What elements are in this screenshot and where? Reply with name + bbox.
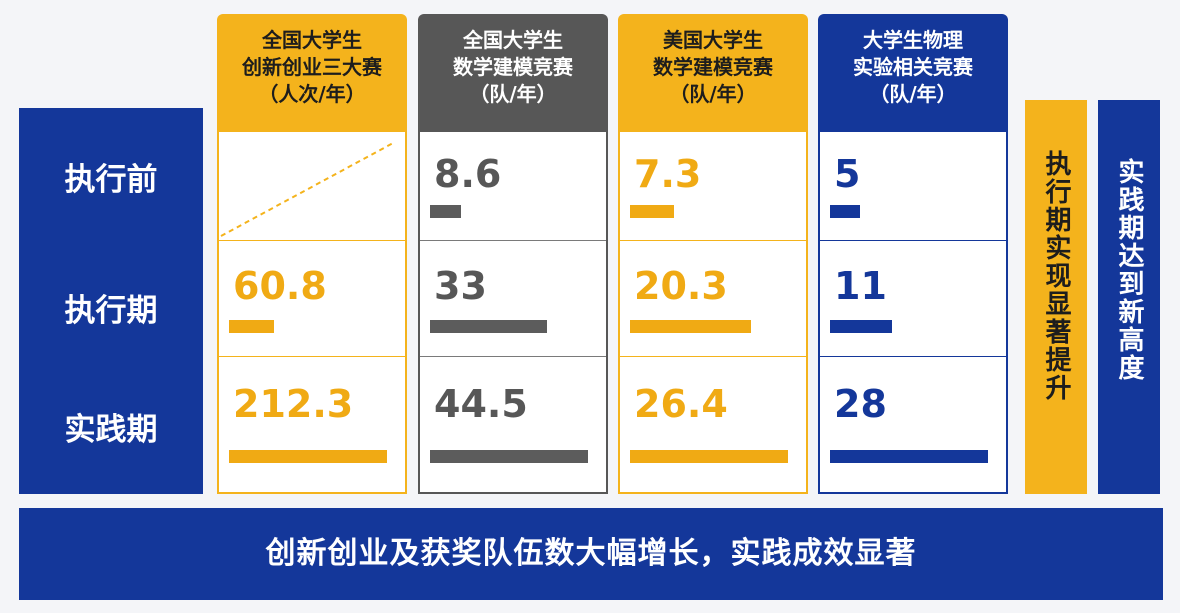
row-divider	[620, 240, 806, 241]
bar	[430, 205, 461, 218]
bar	[630, 450, 788, 463]
column-header-line: 全国大学生	[262, 28, 362, 52]
row-label-practice: 实践期	[64, 412, 158, 448]
column-2: 美国大学生数学建模竞赛 （队/年） 7.3 20.3 26.4	[618, 14, 808, 494]
column-header-line: （人次/年）	[258, 82, 366, 106]
column-header-line: 美国大学生	[663, 28, 763, 52]
column-header-line: 创新创业三大赛	[242, 55, 382, 79]
data-label: 26.4	[634, 382, 728, 426]
data-label: 44.5	[434, 382, 528, 426]
column-body: 60.8 212.3	[217, 132, 407, 494]
row-divider	[420, 356, 606, 357]
column-header-line: 全国大学生	[463, 28, 563, 52]
column-body: 8.6 33 44.5	[418, 132, 608, 494]
row-divider	[420, 240, 606, 241]
bar	[229, 450, 387, 463]
row-divider	[219, 356, 405, 357]
column-0: 全国大学生创新创业三大赛 （人次/年） 60.8 212.3	[217, 14, 407, 494]
column-header-line: （队/年）	[869, 82, 957, 106]
row-divider	[820, 356, 1006, 357]
data-label: 11	[834, 264, 887, 308]
column-header-line: （队/年）	[469, 82, 557, 106]
data-label: 5	[834, 152, 861, 196]
column-1: 全国大学生数学建模竞赛 （队/年） 8.6 33 44.5	[418, 14, 608, 494]
data-label: 60.8	[233, 264, 327, 308]
data-label: 33	[434, 264, 487, 308]
row-divider	[219, 240, 405, 241]
side-note-practice: 实践期达到新高度	[1098, 100, 1160, 494]
bar	[430, 320, 547, 333]
row-label-execution: 执行期	[64, 293, 158, 329]
data-label: 20.3	[634, 264, 728, 308]
side-note-execution: 执行期实现显著提升	[1025, 100, 1087, 494]
data-label: 28	[834, 382, 887, 426]
column-header: 大学生物理实验相关竞赛 （队/年）	[818, 14, 1008, 132]
row-divider	[620, 356, 806, 357]
column-body: 5 11 28	[818, 132, 1008, 494]
column-header: 全国大学生数学建模竞赛 （队/年）	[418, 14, 608, 132]
row-labels: 执行前 执行期 实践期	[19, 108, 203, 494]
column-header-line: 数学建模竞赛	[453, 55, 573, 79]
side-note-practice-text: 实践期达到新高度	[1114, 158, 1144, 382]
bar	[830, 450, 988, 463]
data-label: 7.3	[634, 152, 702, 196]
column-body: 7.3 20.3 26.4	[618, 132, 808, 494]
column-header-line: 数学建模竞赛	[653, 55, 773, 79]
footer-banner: 创新创业及获奖队伍数大幅增长，实践成效显著	[19, 508, 1163, 600]
column-header: 全国大学生创新创业三大赛 （人次/年）	[217, 14, 407, 132]
bar	[630, 205, 674, 218]
column-3: 大学生物理实验相关竞赛 （队/年） 5 11 28	[818, 14, 1008, 494]
column-header-line: 实验相关竞赛	[853, 55, 973, 79]
bar	[830, 205, 860, 218]
column-header-line: （队/年）	[669, 82, 757, 106]
data-label: 8.6	[434, 152, 502, 196]
bar	[430, 450, 588, 463]
column-header: 美国大学生数学建模竞赛 （队/年）	[618, 14, 808, 132]
bar	[229, 320, 274, 333]
side-note-execution-text: 执行期实现显著提升	[1041, 150, 1071, 402]
bar	[630, 320, 751, 333]
data-label: 212.3	[233, 382, 354, 426]
empty-cell-diagonal	[220, 141, 396, 237]
bar	[830, 320, 892, 333]
row-divider	[820, 240, 1006, 241]
column-header-line: 大学生物理	[863, 28, 963, 52]
row-label-before: 执行前	[64, 162, 158, 198]
